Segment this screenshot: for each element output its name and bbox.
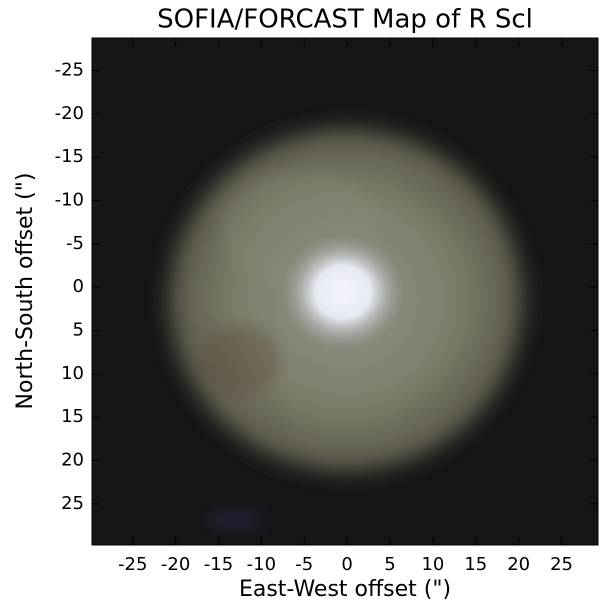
y-tick-label: -5	[66, 233, 84, 254]
y-tick-label: -15	[55, 146, 84, 167]
x-tick-label: 10	[421, 554, 444, 575]
y-tick-label: -10	[55, 190, 84, 211]
nebula-image	[150, 110, 542, 532]
y-tick-label: 0	[73, 276, 84, 297]
x-axis-label: East-West offset (")	[239, 577, 451, 602]
x-tick-label: -25	[118, 554, 147, 575]
x-tick-label: 0	[341, 554, 352, 575]
y-tick-label: -20	[55, 103, 84, 124]
x-tick-label: -5	[295, 554, 313, 575]
x-tick-label: 20	[507, 554, 530, 575]
y-tick-label: 15	[61, 406, 84, 427]
y-tick-label: 20	[61, 450, 84, 471]
x-tick-label: -10	[247, 554, 276, 575]
x-tick-label: 5	[384, 554, 395, 575]
y-tick-label: 10	[61, 363, 84, 384]
y-tick-label: 25	[61, 493, 84, 514]
chart-title: SOFIA/FORCAST Map of R Scl	[157, 5, 533, 35]
y-tick-label: -25	[55, 60, 84, 81]
x-tick-label: -20	[161, 554, 190, 575]
y-axis-label: North-South offset (")	[13, 173, 38, 410]
x-tick-label: 15	[464, 554, 487, 575]
plot-frame	[91, 37, 599, 546]
x-tick-label: 25	[550, 554, 573, 575]
y-tick-label: 5	[73, 320, 84, 341]
x-tick-label: -15	[204, 554, 233, 575]
